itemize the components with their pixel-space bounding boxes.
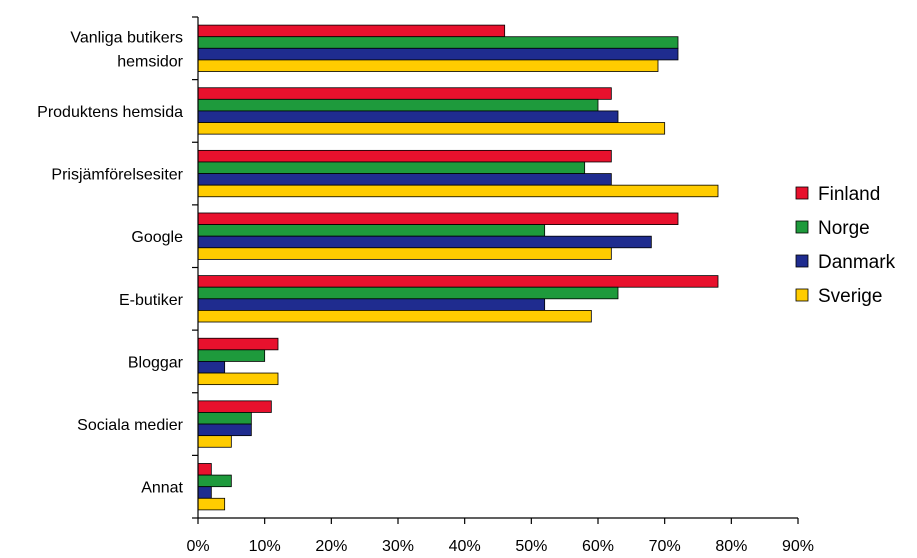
legend-swatch-norge — [795, 220, 809, 234]
bar-sverige-7 — [197, 497, 226, 511]
bar-finland-0 — [197, 24, 506, 38]
legend-label-finland: Finland — [818, 184, 880, 205]
y-axis-ticks — [192, 16, 198, 519]
legend-label-norge: Norge — [818, 218, 870, 239]
bar-danmark-6 — [197, 423, 252, 437]
category-label: Sociala medier — [77, 417, 184, 434]
bar-danmark-1 — [197, 110, 619, 123]
x-tick-label: 50% — [515, 538, 547, 555]
category-label: Bloggar — [128, 354, 184, 371]
bar-finland-4 — [197, 275, 719, 288]
legend-swatch-finland — [795, 186, 809, 200]
category-label: Produktens hemsida — [37, 104, 183, 121]
bar-finland-1 — [197, 87, 612, 100]
legend-swatch-sverige — [795, 288, 809, 302]
bar-danmark-2 — [197, 173, 612, 186]
x-tick-label: 30% — [382, 538, 414, 555]
x-tick-label: 10% — [249, 538, 281, 555]
bar-norge-3 — [197, 224, 546, 237]
x-tick-label: 80% — [715, 538, 747, 555]
category-label: E-butiker — [119, 292, 184, 309]
bar-finland-6 — [197, 400, 272, 413]
category-label: Vanliga butikers hemsidor — [70, 29, 183, 70]
x-tick-label: 20% — [315, 538, 347, 555]
x-tick-label: 60% — [582, 538, 614, 555]
bar-danmark-4 — [197, 298, 546, 311]
category-label: Annat — [141, 480, 183, 497]
bar-finland-5 — [197, 337, 279, 351]
bar-danmark-3 — [197, 235, 652, 249]
bar-norge-2 — [197, 161, 586, 174]
category-label: Prisjämförelsesiter — [51, 167, 183, 184]
category-labels: Vanliga butikers hemsidor Produktens hemsi… — [37, 29, 184, 496]
category-label: Google — [131, 229, 183, 246]
bar-finland-3 — [197, 212, 679, 225]
legend-label-danmark: Danmark — [818, 252, 896, 273]
bar-sverige-5 — [197, 372, 279, 386]
bar-sverige-6 — [197, 435, 232, 448]
bar-danmark-7 — [197, 486, 212, 499]
bar-norge-5 — [197, 349, 266, 362]
legend-label-sverige: Sverige — [818, 286, 882, 307]
bar-norge-0 — [197, 36, 679, 49]
bar-sverige-0 — [197, 59, 659, 72]
legend: Finland Norge Danmark Sverige — [795, 184, 896, 307]
x-tick-label: 0% — [186, 538, 209, 555]
x-tick-label: 90% — [782, 538, 814, 555]
bar-danmark-0 — [197, 47, 679, 61]
x-tick-label: 70% — [649, 538, 681, 555]
bars-group — [197, 24, 719, 511]
bar-sverige-3 — [197, 247, 612, 260]
bar-norge-4 — [197, 286, 619, 300]
bar-sverige-2 — [197, 184, 719, 198]
bar-norge-1 — [197, 98, 599, 112]
bar-finland-7 — [197, 463, 212, 476]
x-axis-ticks: 0% 10% 20% 30% 40% 50% 60% 70% 80% 90% — [186, 518, 814, 555]
x-tick-label: 40% — [449, 538, 481, 555]
bar-norge-6 — [197, 412, 252, 425]
bar-sverige-4 — [197, 310, 592, 323]
legend-swatch-danmark — [795, 254, 809, 268]
bar-finland-2 — [197, 149, 612, 163]
bar-norge-7 — [197, 474, 232, 488]
bar-danmark-5 — [197, 361, 226, 374]
bar-sverige-1 — [197, 122, 666, 135]
